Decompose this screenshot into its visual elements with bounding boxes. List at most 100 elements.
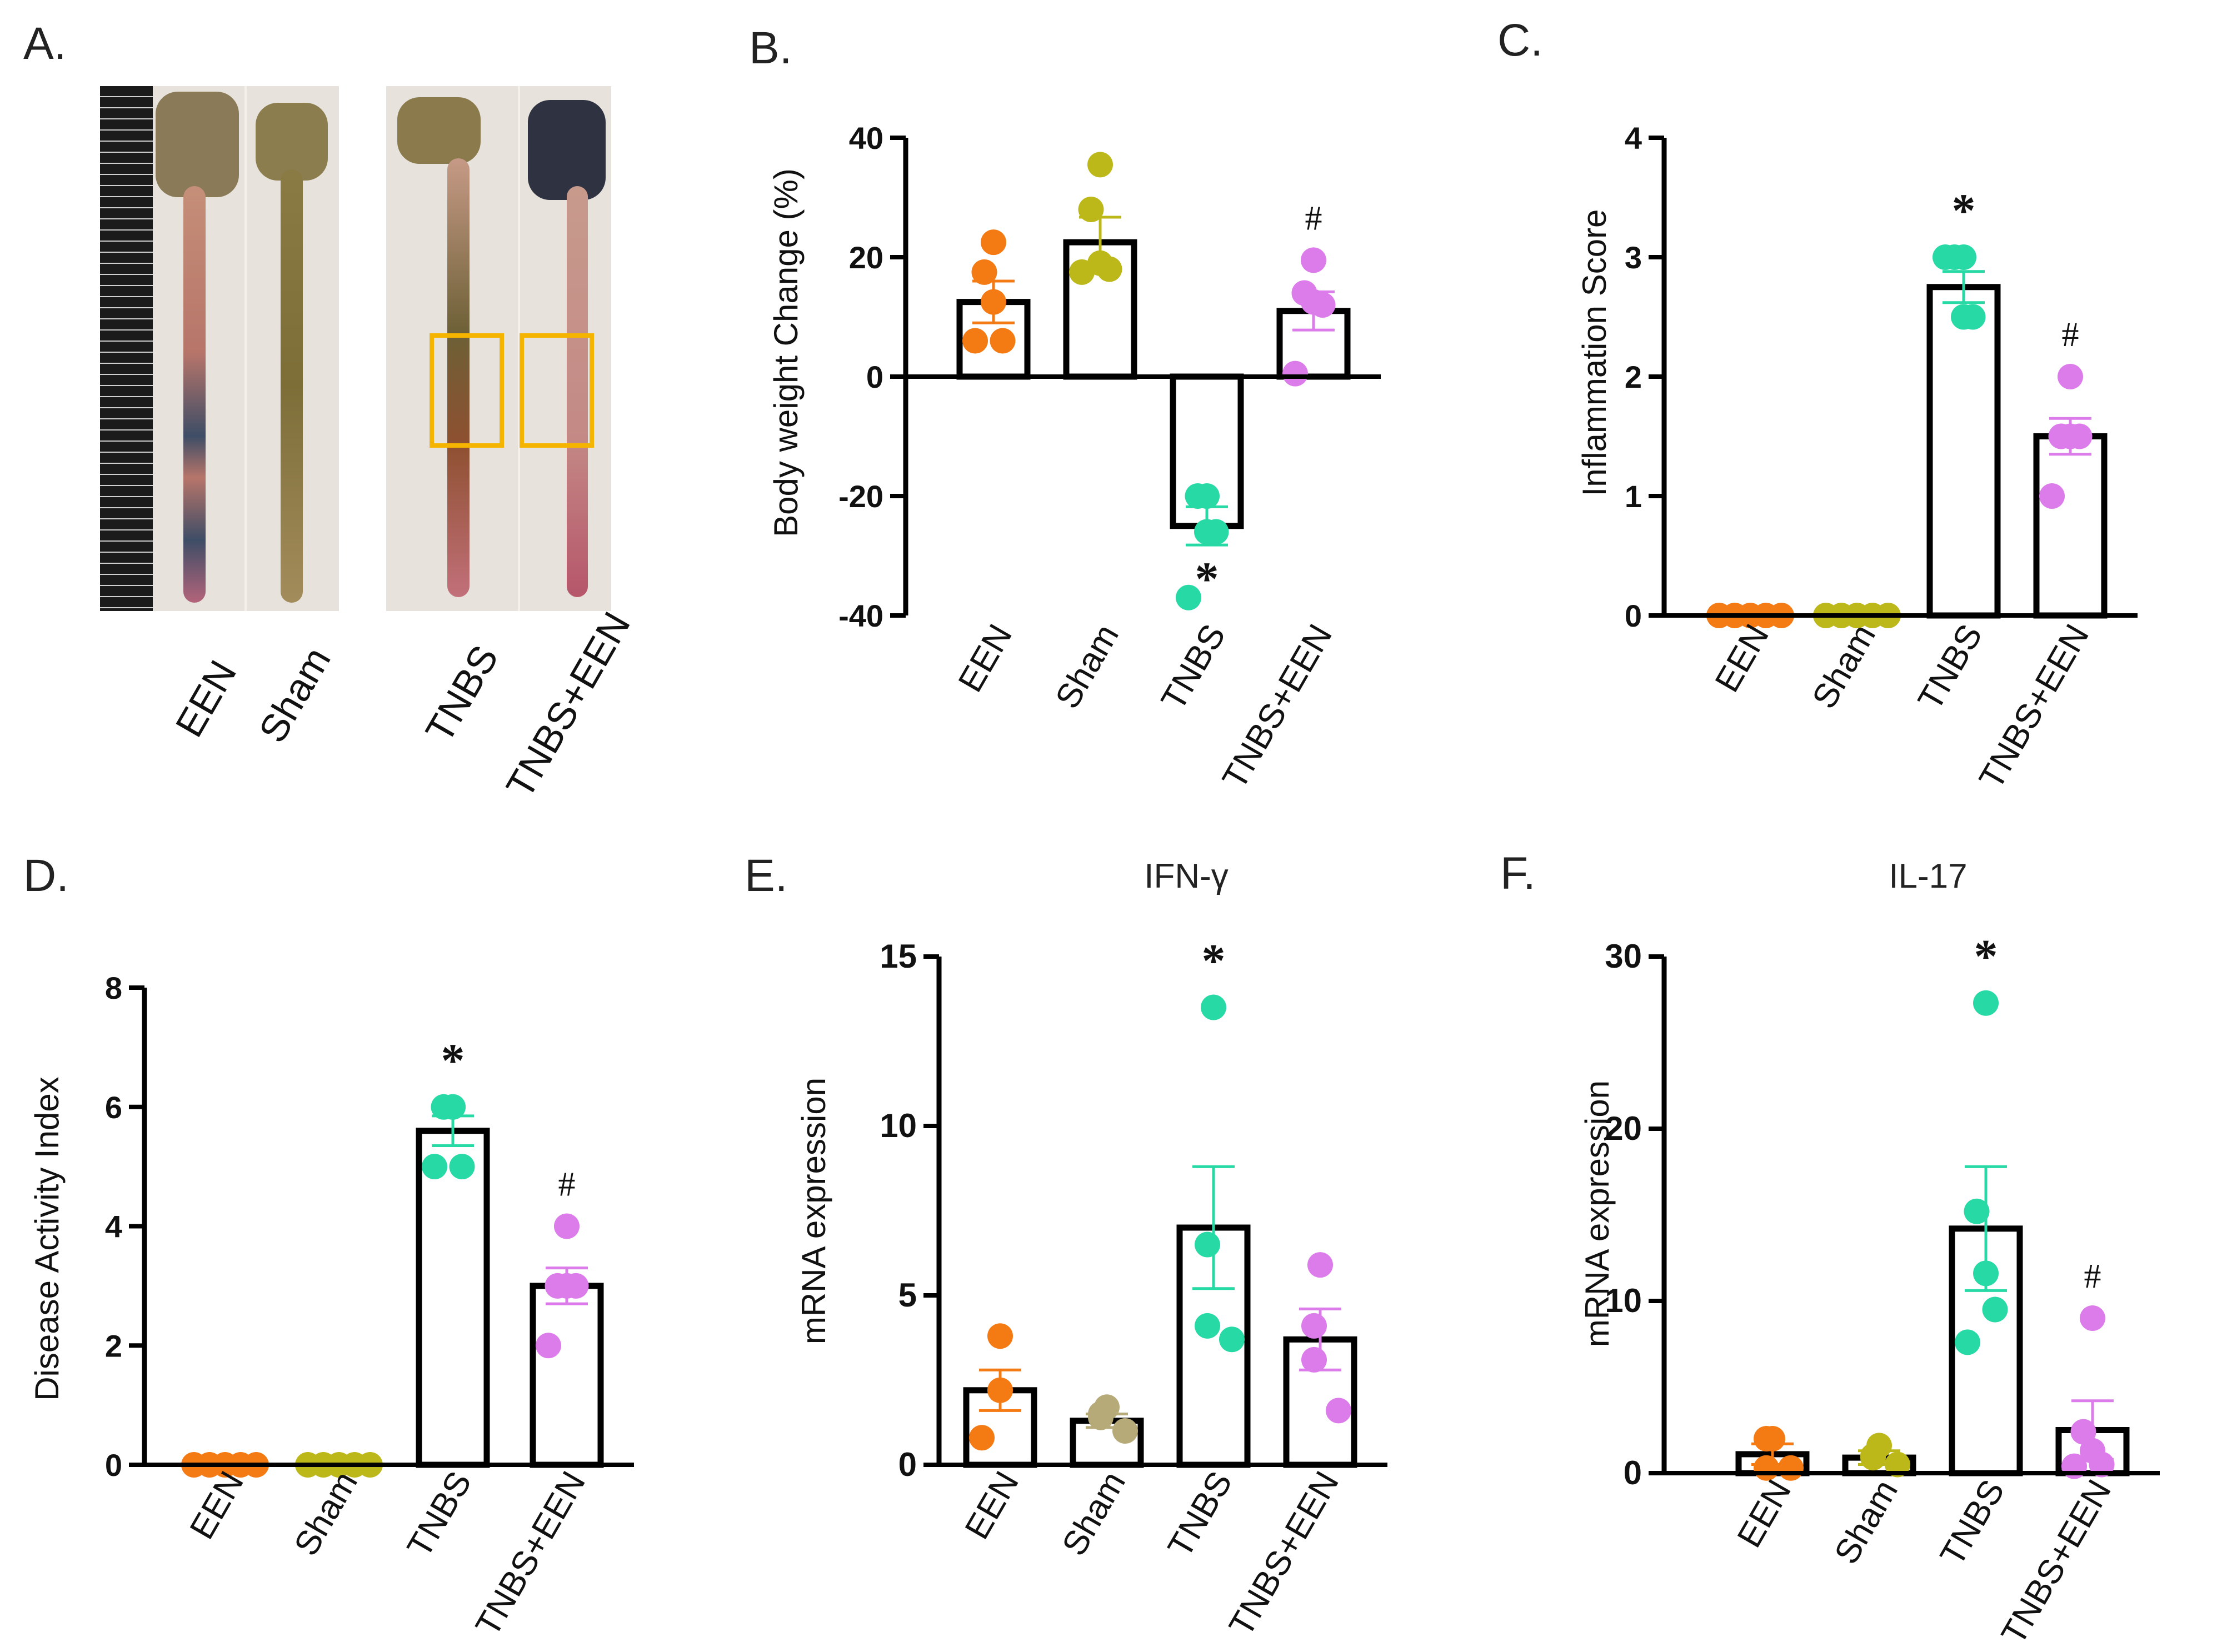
y-tick-label: 0 [105,1448,122,1483]
data-point [563,1273,589,1299]
x-tick-label: TNBS [1161,1465,1240,1564]
data-point [1860,1445,1886,1471]
data-point [1778,1455,1804,1481]
y-tick-label: 4 [105,1209,122,1244]
colon-photo-right [386,86,611,611]
data-point [1754,1426,1779,1451]
x-tick-label: TNBS+EEN [1215,618,1340,795]
y-tick-label: 3 [1625,240,1642,275]
data-point [1069,259,1095,285]
data-point [1933,244,1958,270]
colon-sham [281,169,303,603]
bar-tnbs [1926,284,2001,619]
roi-box-tnbs-een [520,333,594,448]
data-point [1201,994,1226,1020]
x-tick-label: TNBS+EEN [468,1465,593,1643]
significance-hash: # [1305,199,1322,237]
y-tick-label: 1 [1625,479,1642,514]
significance-star: * [1202,934,1226,988]
data-point [1982,1296,2008,1323]
panel-letter-a: A. [23,18,67,69]
data-point [1964,1198,1990,1224]
data-point [2039,483,2065,509]
cecum-tnbs [397,97,481,164]
cecum-sham [256,103,328,181]
significance-star: * [1195,552,1219,605]
y-tick-label: 5 [898,1276,917,1314]
y-tick-label: 15 [880,938,917,975]
data-point [1112,1418,1138,1444]
data-point [1176,584,1201,610]
colon-photo-left [100,86,339,611]
data-point [1088,1404,1114,1430]
x-tick-label: Sham [1048,618,1126,715]
data-point [1310,292,1336,318]
data-point [1973,1260,1999,1286]
cecum [156,92,239,197]
y-tick-label: 2 [105,1328,122,1363]
data-point [1185,483,1211,509]
y-tick-label: 0 [1624,1454,1642,1491]
chart-body-weight: -40 -20 0 20 40 Body weight Change (%) EEN Sham… [767,121,1381,795]
chart-inflammation-score: 0 1 2 3 4 Inflammation Score EEN Sham TNBS * TNBS+… [1576,121,2138,795]
bar-tnbs-een [530,1283,604,1468]
photo-divider [518,86,520,611]
data-point [449,1154,475,1180]
colon-tnbs-een [567,186,588,597]
data-point [1219,1326,1245,1353]
data-point [1087,152,1113,178]
x-tick-label: Sham [1805,618,1883,715]
x-tick-label: TNBS [400,1465,479,1564]
data-point [422,1154,447,1180]
data-point [1307,1252,1333,1278]
data-point [969,1425,995,1451]
data-point [1301,1346,1327,1373]
data-point [981,289,1006,315]
x-tick-label: EEN [1708,618,1776,699]
panel-letter-d: D. [23,850,69,901]
chart-il17: IL-17 0 10 20 30 mRNA expression EEN Sham TNBS * T… [1579,857,2160,1651]
data-point [1326,1398,1351,1424]
x-tick-label: TNBS [1154,618,1233,717]
ruler [100,86,153,611]
x-tick-label: TNBS+EEN [1994,1474,2119,1651]
data-point [1096,256,1122,282]
chart-ifn-gamma: IFN-γ 0 5 10 15 mRNA expression EEN Sham TNBS * TN… [795,857,1387,1643]
y-tick-label: 6 [105,1090,122,1125]
y-tick-label: 0 [1625,598,1642,633]
y-tick-label: 0 [898,1446,917,1483]
y-tick-label: -40 [838,598,883,633]
significance-hash: # [2062,316,2079,354]
y-axis-label: Inflammation Score [1576,209,1613,497]
x-tick-label: TNBS [1911,618,1990,717]
bar-tnbs [416,1128,490,1468]
data-point [1078,197,1104,222]
y-tick-label: 20 [849,240,883,275]
y-tick-label: 2 [1625,359,1642,394]
data-point [1301,1313,1327,1339]
data-point [1195,1313,1220,1339]
y-tick-label: 40 [849,121,883,156]
data-point [990,328,1016,354]
panel-letter-e: E. [745,850,788,901]
data-point [440,1094,466,1120]
y-tick-label: 10 [1605,1282,1642,1319]
panel-letter-c: C. [1497,15,1543,66]
data-point [2066,423,2093,449]
roi-box-tnbs [430,333,504,448]
bar-tnbs-een [2033,433,2108,619]
chart-title: IL-17 [1889,857,1967,895]
significance-hash: # [558,1166,576,1204]
y-axis-label: mRNA expression [1579,1080,1616,1347]
data-point [1301,247,1326,273]
panel-letter-b: B. [749,23,792,73]
cecum-tnbs-een [528,100,606,200]
y-axis-label: Body weight Change (%) [767,168,805,537]
significance-star: * [1952,184,1976,237]
y-tick-label: 20 [1605,1110,1642,1147]
y-tick-label: 4 [1625,121,1642,156]
data-point [536,1333,561,1359]
data-point [1282,361,1308,387]
